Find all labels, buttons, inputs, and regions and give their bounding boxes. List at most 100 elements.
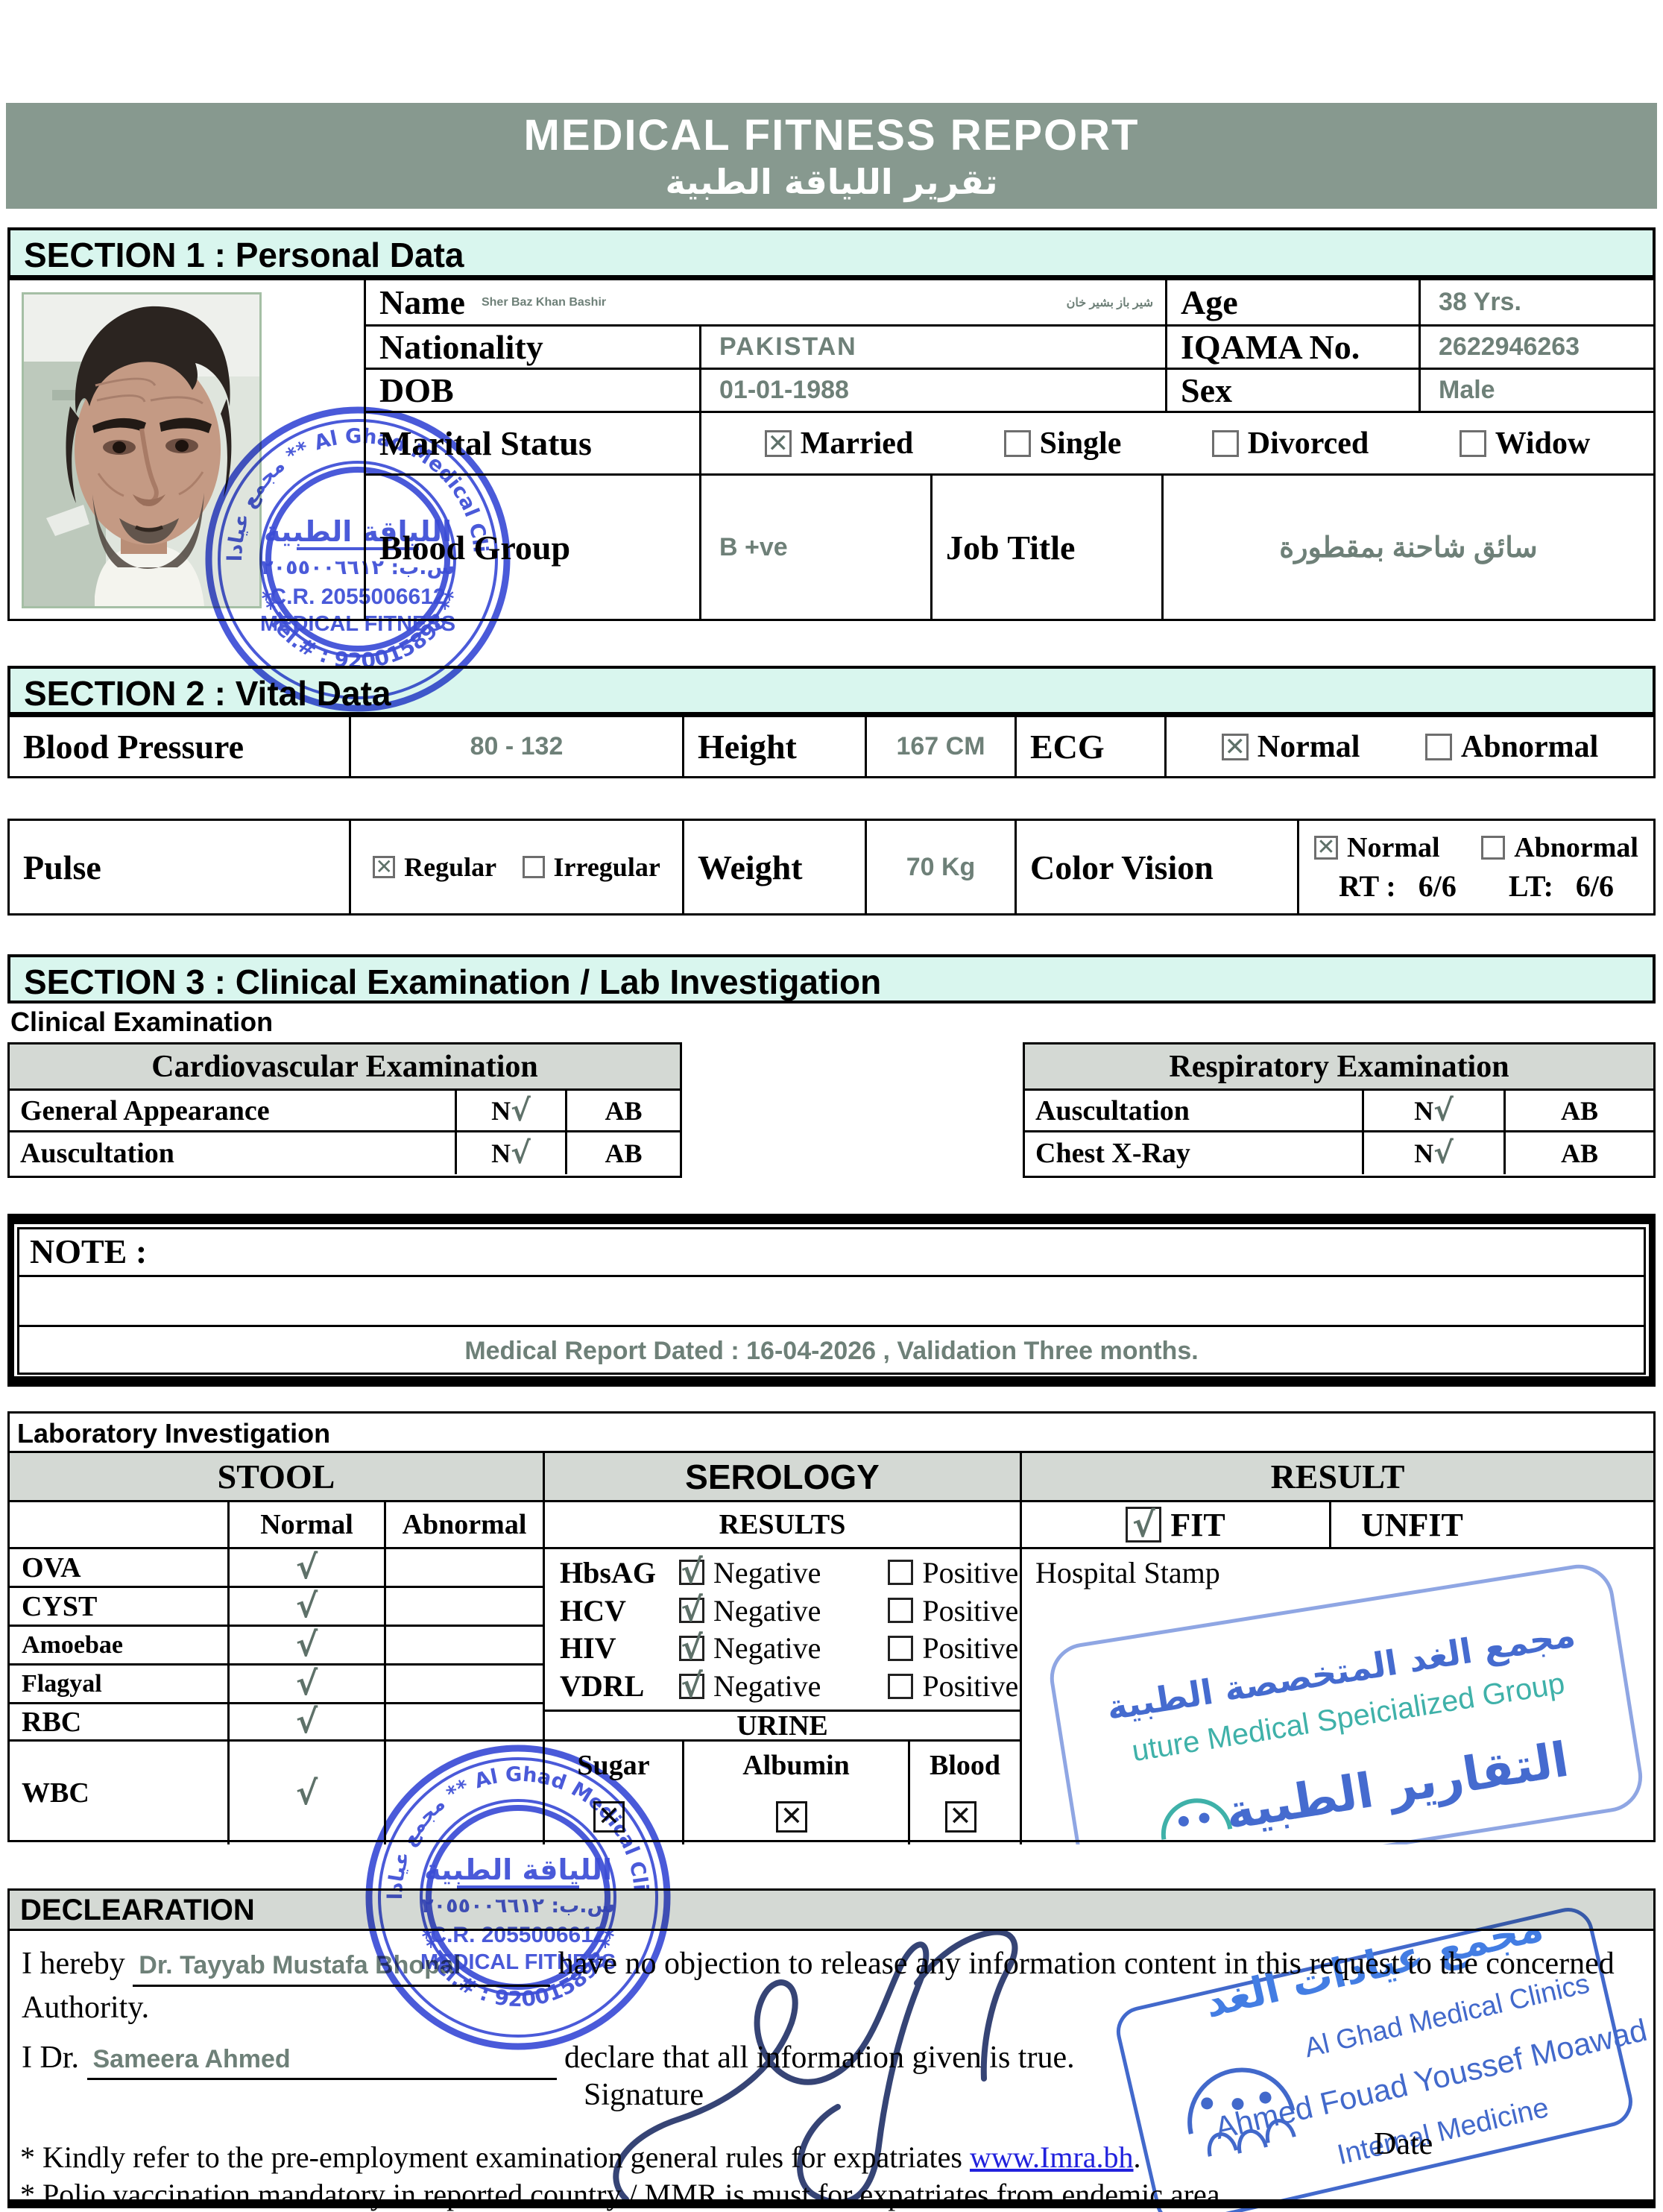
cardio-row-ab-cell[interactable]: AB [605, 1138, 643, 1168]
section2-heading: SECTION 2 : Vital Data [7, 666, 1656, 715]
widow-checkbox[interactable] [1459, 429, 1486, 457]
blood-group-label: Blood Group [379, 528, 571, 567]
imra-link[interactable]: www.Imra.bh [969, 2140, 1134, 2174]
urine-albumin-label: Albumin [684, 1742, 910, 1789]
stool-abnormal-cell[interactable] [386, 1549, 545, 1588]
urine-sugar-label: Sugar [545, 1742, 684, 1789]
lt-label: LT: [1508, 869, 1553, 903]
hcv-negative-checkbox[interactable]: √ [679, 1594, 704, 1627]
declaring-doctor-name: Sameera Ahmed [86, 2043, 557, 2081]
laboratory-section: Laboratory Investigation STOOL SEROLOGY … [7, 1411, 1656, 1844]
serology-row-vdrl: VDRL √ Negative Positive [560, 1666, 1019, 1705]
marital-option-single: Single [1003, 426, 1121, 461]
iqama-value: 2622946263 [1439, 333, 1580, 361]
section1-table: Name Sher Baz Khan Bashir شير باز بشير خ… [7, 278, 1656, 621]
urine-albumin-checkbox[interactable]: ✕ [776, 1800, 807, 1833]
rt-value: 6/6 [1418, 869, 1457, 903]
stool-normal-mark[interactable]: √ [230, 1588, 386, 1627]
report-title-en: MEDICAL FITNESS REPORT [523, 111, 1140, 160]
laboratory-table: STOOL SEROLOGY RESULT Normal Abnormal RE… [10, 1451, 1653, 1844]
serology-row-hiv: HIV √ Negative Positive [560, 1628, 1019, 1667]
cardio-row-n-cell[interactable]: N √ [457, 1091, 567, 1130]
resp-row-ab-cell[interactable]: AB [1560, 1095, 1598, 1126]
stool-normal-mark[interactable]: √ [230, 1666, 386, 1704]
stool-abnormal-cell[interactable] [386, 1588, 545, 1627]
resp-row-ab-cell[interactable]: AB [1560, 1138, 1598, 1168]
stool-abnormal-cell[interactable] [386, 1704, 545, 1742]
hospital-stamp-label: Hospital Stamp [1035, 1556, 1220, 1589]
hcv-positive-checkbox[interactable] [888, 1598, 914, 1624]
note-empty-line[interactable] [19, 1279, 1644, 1323]
stool-test-name: WBC [22, 1777, 89, 1809]
stool-test-name: CYST [22, 1590, 98, 1622]
pulse-irregular-checkbox[interactable] [522, 856, 545, 878]
stool-normal-mark[interactable]: √ [230, 1549, 386, 1588]
ecg-normal-checkbox[interactable]: ✕ [1221, 733, 1249, 760]
urine-blood-checkbox[interactable]: ✕ [944, 1800, 976, 1833]
resp-row-n-cell[interactable]: N √ [1364, 1091, 1506, 1130]
stool-normal-mark[interactable]: √ [230, 1742, 386, 1844]
stool-abnormal-cell[interactable] [386, 1666, 545, 1704]
cv-normal-checkbox[interactable]: ✕ [1314, 835, 1338, 860]
cv-normal-option: ✕ Normal [1314, 831, 1440, 864]
stool-test-name: RBC [22, 1706, 82, 1738]
svg-text:مجمع الغد المتخصصة الطبية: مجمع الغد المتخصصة الطبية [1104, 1614, 1578, 1728]
urine-header: URINE [545, 1710, 1022, 1742]
name-value-arabic: شير باز بشير خان [1066, 296, 1153, 309]
hbsag-positive-checkbox[interactable] [888, 1560, 914, 1586]
blood-pressure-value: 80 - 132 [351, 717, 684, 776]
job-title-label: Job Title [946, 528, 1076, 567]
stool-abnormal-cell[interactable] [386, 1742, 545, 1844]
serology-row-hbsag: HbsAG √ Negative Positive [560, 1553, 1019, 1592]
report-dated-text: Medical Report Dated : 16-04-2026 , Vali… [464, 1336, 1199, 1365]
cardio-row-name: General Appearance [20, 1094, 270, 1127]
nationality-label: Nationality [379, 328, 543, 366]
vdrl-negative-checkbox[interactable]: √ [679, 1669, 704, 1702]
signature-label: Signature [584, 2078, 704, 2112]
pulse-regular-option: ✕ Regular [373, 851, 496, 883]
single-checkbox[interactable] [1003, 429, 1031, 457]
ecg-label: ECG [1030, 728, 1105, 766]
cv-abnormal-option: Abnormal [1481, 831, 1638, 864]
cardiovascular-title: Cardiovascular Examination [151, 1049, 538, 1084]
stool-normal-mark[interactable]: √ [230, 1704, 386, 1742]
hiv-positive-checkbox[interactable] [888, 1635, 914, 1661]
section1-heading: SECTION 1 : Personal Data [7, 227, 1656, 278]
svg-text:التقارير الطبية: التقارير الطبية [1222, 1733, 1572, 1841]
divorced-checkbox[interactable] [1211, 429, 1239, 457]
cv-abnormal-checkbox[interactable] [1481, 835, 1506, 860]
sex-value: Male [1439, 376, 1495, 404]
iqama-label: IQAMA No. [1181, 328, 1360, 366]
stool-abnormal-cell[interactable] [386, 1627, 545, 1666]
serology-row-hcv: HCV √ Negative Positive [560, 1591, 1019, 1630]
ecg-abnormal-checkbox[interactable] [1424, 733, 1452, 760]
stool-abnormal-header: Abnormal [386, 1502, 545, 1549]
pulse-irregular-option: Irregular [522, 851, 660, 883]
pulse-regular-checkbox[interactable]: ✕ [373, 856, 396, 878]
stool-test-name: OVA [22, 1551, 81, 1584]
hiv-negative-checkbox[interactable]: √ [679, 1631, 704, 1664]
resp-row-n-cell[interactable]: N √ [1364, 1132, 1506, 1174]
declaration-paragraph-2: I Dr. Sameera Ahmed declare that all inf… [10, 2029, 1653, 2081]
cardio-row-n-cell[interactable]: N √ [457, 1132, 567, 1174]
fit-checkbox[interactable]: √ [1126, 1507, 1162, 1543]
cardio-row-ab-cell[interactable]: AB [605, 1095, 643, 1126]
blood-pressure-label: Blood Pressure [23, 728, 244, 766]
footnote-1: * Kindly refer to the pre-employment exa… [20, 2140, 1141, 2174]
dob-value: 01-01-1988 [701, 370, 1167, 411]
ecg-abnormal-option: Abnormal [1424, 729, 1598, 765]
stool-normal-mark[interactable]: √ [230, 1627, 386, 1666]
urine-sugar-checkbox[interactable]: ✕ [593, 1800, 625, 1833]
photo-cell [10, 280, 366, 619]
hospital-stamp: مجمع الغد المتخصصة الطبية uture Medical … [1050, 1564, 1643, 1844]
blood-group-value: B +ve [701, 476, 933, 619]
name-label: Name [379, 283, 465, 321]
unfit-label[interactable]: UNFIT [1361, 1506, 1463, 1543]
married-checkbox[interactable]: ✕ [764, 429, 792, 457]
examining-doctor-name: Dr. Tayyab Mustafa Bhopal [133, 1949, 551, 1987]
stool-test-name: Amoebae [22, 1630, 123, 1659]
cardio-row-name: Auscultation [20, 1138, 174, 1169]
vdrl-positive-checkbox[interactable] [888, 1673, 914, 1699]
hbsag-negative-checkbox[interactable]: √ [679, 1556, 704, 1589]
